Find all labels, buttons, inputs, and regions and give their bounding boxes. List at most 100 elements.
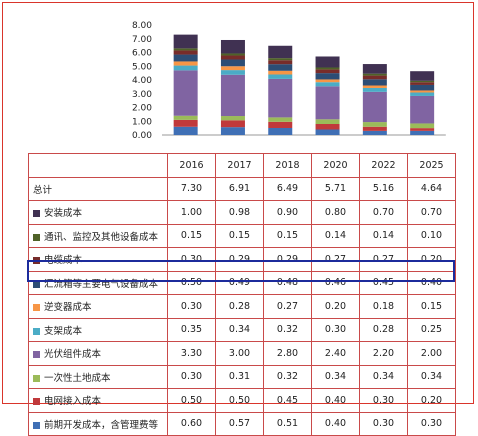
bar-segment bbox=[220, 127, 245, 135]
bar-segment bbox=[410, 128, 435, 131]
data-cell: 0.49 bbox=[215, 270, 264, 295]
data-cell: 0.30 bbox=[407, 411, 456, 436]
bar-segment bbox=[362, 130, 387, 135]
bar-segment bbox=[220, 55, 245, 60]
row-label: 前期开发成本，含管理费等 bbox=[28, 411, 168, 436]
bar-segment bbox=[410, 92, 435, 96]
bar-segment bbox=[173, 70, 198, 116]
bar-segment bbox=[315, 69, 340, 74]
series-row: 汇流箱等主要电气设备成本 0.50 0.49 0.48 0.46 0.45 0.40 bbox=[28, 270, 456, 295]
y-tick-label: 2.00 bbox=[132, 104, 152, 114]
y-tick-label: 0.00 bbox=[132, 131, 152, 141]
legend-label: 汇流箱等主要电气设备成本 bbox=[44, 278, 159, 290]
data-cell: 0.34 bbox=[359, 364, 408, 389]
data-cell: 2.40 bbox=[311, 341, 360, 366]
y-tick-label: 6.00 bbox=[132, 49, 152, 59]
data-cell: 0.40 bbox=[311, 388, 360, 413]
legend-label: 总计 bbox=[33, 184, 53, 196]
bar-segment bbox=[220, 53, 245, 56]
bar-segment bbox=[362, 85, 387, 88]
data-cell: 6.91 bbox=[215, 176, 264, 201]
data-cell: 0.46 bbox=[311, 270, 360, 295]
data-cell: 0.27 bbox=[263, 294, 312, 319]
row-label: 一次性土地成本 bbox=[28, 364, 168, 389]
legend-swatch bbox=[33, 327, 40, 335]
data-cell: 5.71 bbox=[311, 176, 360, 201]
bar-segment bbox=[315, 79, 340, 83]
data-cell: 0.30 bbox=[359, 411, 408, 436]
data-cell: 0.15 bbox=[167, 223, 216, 248]
bar-segment bbox=[220, 74, 245, 117]
data-cell: 2017 bbox=[215, 153, 264, 178]
bar-segment bbox=[410, 90, 435, 93]
data-cell: 0.50 bbox=[167, 388, 216, 413]
data-cell: 2022 bbox=[359, 153, 408, 178]
row-label: 电缆成本 bbox=[28, 247, 168, 272]
data-cell: 5.16 bbox=[359, 176, 408, 201]
data-cell: 0.14 bbox=[359, 223, 408, 248]
data-cell: 0.98 bbox=[215, 200, 264, 225]
bar-segment bbox=[220, 116, 245, 121]
data-cell: 0.48 bbox=[263, 270, 312, 295]
series-row: 一次性土地成本 0.30 0.31 0.32 0.34 0.34 0.34 bbox=[28, 364, 456, 389]
series-row: 电缆成本 0.30 0.29 0.29 0.27 0.27 0.20 bbox=[28, 247, 456, 272]
legend-label: 支架成本 bbox=[44, 325, 83, 337]
year-header-row: 2016 2017 2018 2020 2022 2025 bbox=[28, 153, 456, 178]
series-row: 光伏组件成本 3.30 3.00 2.80 2.40 2.20 2.00 bbox=[28, 341, 456, 366]
data-cell: 0.28 bbox=[359, 317, 408, 342]
series-row: 逆变器成本 0.30 0.28 0.27 0.20 0.18 0.15 bbox=[28, 294, 456, 319]
bar-segment bbox=[362, 64, 387, 74]
legend-label: 一次性土地成本 bbox=[44, 372, 111, 384]
data-cell: 0.31 bbox=[215, 364, 264, 389]
bar-segment bbox=[268, 117, 293, 122]
data-cell: 0.70 bbox=[407, 200, 456, 225]
stacked-bar-chart: 0.00 1.00 2.00 3.00 4.00 5.00 6.00 7.00 8.00 bbox=[132, 21, 446, 141]
series-row: 前期开发成本，含管理费等 0.60 0.57 0.51 0.40 0.30 0.30 bbox=[28, 411, 456, 436]
bar-segment bbox=[173, 50, 198, 55]
data-cell: 0.29 bbox=[215, 247, 264, 272]
bar-segment bbox=[362, 87, 387, 92]
bar-segment bbox=[315, 56, 340, 68]
bar-segment bbox=[268, 74, 293, 79]
data-cell: 0.34 bbox=[311, 364, 360, 389]
legend-swatch bbox=[33, 257, 40, 265]
bar-segment bbox=[268, 70, 293, 75]
data-cell: 3.00 bbox=[215, 341, 264, 366]
bar-segment bbox=[362, 79, 387, 86]
bar-segment bbox=[315, 86, 340, 120]
bar-segment bbox=[410, 80, 435, 83]
data-cell: 0.60 bbox=[167, 411, 216, 436]
bar-segment bbox=[173, 65, 198, 71]
bar-segment bbox=[173, 54, 198, 62]
bar-segment bbox=[410, 123, 435, 129]
data-cell: 0.32 bbox=[263, 317, 312, 342]
bar-segment bbox=[315, 67, 340, 70]
bar-segment bbox=[410, 130, 435, 135]
data-cell: 0.50 bbox=[215, 388, 264, 413]
data-cell: 0.15 bbox=[215, 223, 264, 248]
bar-segment bbox=[268, 121, 293, 128]
data-cell: 2020 bbox=[311, 153, 360, 178]
data-cell: 0.20 bbox=[407, 388, 456, 413]
bar-segment bbox=[410, 71, 435, 81]
legend-label: 前期开发成本，含管理费等 bbox=[44, 419, 159, 431]
data-cell: 2.20 bbox=[359, 341, 408, 366]
data-cell: 2025 bbox=[407, 153, 456, 178]
data-cell: 7.30 bbox=[167, 176, 216, 201]
y-tick-label: 7.00 bbox=[132, 35, 152, 45]
legend-label: 电缆成本 bbox=[44, 255, 83, 267]
row-label: 总计 bbox=[28, 176, 168, 201]
data-cell: 0.32 bbox=[263, 364, 312, 389]
data-cell: 0.57 bbox=[215, 411, 264, 436]
bar-segment bbox=[173, 34, 198, 49]
data-cell: 3.30 bbox=[167, 341, 216, 366]
data-cell: 0.80 bbox=[311, 200, 360, 225]
bar-segment bbox=[268, 45, 293, 59]
y-tick-label: 4.00 bbox=[132, 76, 152, 86]
series-row: 通讯、监控及其他设备成本 0.15 0.15 0.15 0.14 0.14 0.10 bbox=[28, 223, 456, 248]
row-label: 支架成本 bbox=[28, 317, 168, 342]
legend-swatch bbox=[33, 421, 40, 429]
legend-swatch bbox=[33, 304, 40, 312]
legend-label: 电网接入成本 bbox=[44, 396, 102, 408]
bar-segment bbox=[220, 59, 245, 67]
